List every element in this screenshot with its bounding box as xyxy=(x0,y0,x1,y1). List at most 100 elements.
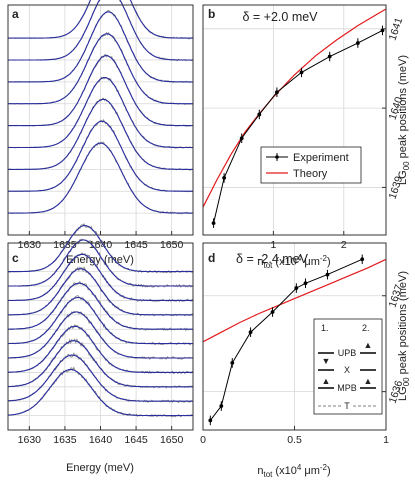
panel-a-traces xyxy=(7,0,194,215)
fit-trace xyxy=(7,297,193,345)
experiment-point xyxy=(257,112,262,117)
panel-d-inset-arrow-up-x2: ▲ xyxy=(364,376,373,386)
fit-trace xyxy=(8,0,193,61)
panel-d-inset-box xyxy=(313,318,383,415)
fit-trace xyxy=(8,325,193,373)
panel-d-label: d xyxy=(208,251,215,265)
fit-trace xyxy=(8,282,193,330)
panel-b-grid xyxy=(203,5,386,235)
experiment-point xyxy=(208,418,213,423)
panel-d-inset-label-1: 1. xyxy=(321,323,329,333)
panel-a: a 1630 1635 1640 1645 1650 Energy (meV) xyxy=(7,0,194,266)
panel-b-xlabel-sup1: 4 xyxy=(297,254,302,263)
panel-b-experiment-series xyxy=(211,25,385,228)
panel-c-x-ticks: 1630 1635 1640 1645 1650 xyxy=(18,426,184,446)
panel-b-label: b xyxy=(208,7,215,21)
x-tick-label: 1630 xyxy=(18,434,42,446)
panel-d-inset-label-2: 2. xyxy=(362,323,370,333)
panel-b-xlabel-n: n xyxy=(257,256,263,268)
panel-d-inset-t-text: T xyxy=(344,401,350,411)
panel-c-label: c xyxy=(12,251,19,265)
panel-d-inset-x-text: X xyxy=(344,365,350,375)
experiment-line xyxy=(213,29,383,224)
experiment-point xyxy=(360,257,365,262)
panel-b-ylabel-lg: LG xyxy=(397,170,409,185)
x-tick-label: 2 xyxy=(341,239,347,251)
panel-d-inset-arrow-down-upb: ▼ xyxy=(322,356,331,366)
experiment-point xyxy=(355,41,360,45)
experiment-point xyxy=(270,310,275,314)
x-tick-label: 1635 xyxy=(53,434,77,446)
fit-trace xyxy=(8,0,193,39)
panel-d-inset-mpb-text: MPB xyxy=(337,383,357,393)
fit-trace xyxy=(8,33,193,105)
x-tick-label: 1640 xyxy=(89,434,113,446)
panel-d-y-axis-label: LG00 peak positions (meV) xyxy=(397,271,411,401)
experiment-point xyxy=(325,272,330,277)
fit-trace xyxy=(8,225,193,273)
x-tick-label: 0.5 xyxy=(287,434,302,446)
x-tick-label: 1645 xyxy=(124,434,148,446)
panel-d-xlabel-mu: μm xyxy=(301,465,320,477)
panel-d-inset-upb-text: UPB xyxy=(338,348,357,358)
fit-trace xyxy=(8,98,193,170)
x-tick-label: 1 xyxy=(383,434,389,446)
panel-d-inset: 1. 2. UPB ▼ ▲ X ▲ ▲ MPB T xyxy=(313,318,383,415)
panel-b-legend-box xyxy=(260,146,362,184)
panel-c: c 1630 1635 1640 1645 1650 Energy (meV) xyxy=(7,223,194,474)
panel-b-xlabel-sup2: -2 xyxy=(320,254,328,263)
panel-b-xlabel-sub: tot xyxy=(263,261,273,270)
panel-b-ylabel-sub: 00 xyxy=(402,161,411,170)
experiment-point xyxy=(211,221,216,226)
experiment-point xyxy=(303,281,308,286)
theory-line xyxy=(202,258,387,343)
panel-b-legend-experiment-text: Experiment xyxy=(293,152,349,164)
panel-b-xlabel-rest: (x10 xyxy=(272,256,296,268)
panel-d-xlabel-sup2: -2 xyxy=(320,463,328,472)
experiment-point xyxy=(294,286,299,290)
panel-d-ylabel-lg: LG xyxy=(397,386,409,401)
panel-d-detuning-annotation: δ = -2.4 meV xyxy=(236,252,309,266)
panel-d-ylabel-sub: 00 xyxy=(402,377,411,386)
panel-c-traces xyxy=(7,223,194,418)
panel-b-xlabel-mu: μm xyxy=(301,256,320,268)
panel-d-xlabel-n: n xyxy=(257,465,263,477)
experiment-point xyxy=(299,70,304,75)
experiment-point xyxy=(275,90,279,95)
fit-trace xyxy=(8,268,193,316)
experiment-point xyxy=(380,28,385,33)
panel-d-inset-t-backdrop xyxy=(342,400,352,411)
panel-d-experiment-series xyxy=(208,254,365,426)
experiment-point xyxy=(219,404,224,408)
panel-b-legend: Experiment Theory xyxy=(260,146,362,184)
panel-b-ylabel-rest: peak positions (meV) xyxy=(397,55,409,161)
fit-trace xyxy=(8,239,193,287)
experiment-point xyxy=(222,175,227,180)
panel-d-xlabel-rest: (x10 xyxy=(272,465,296,477)
panel-b-detuning-annotation: δ = +2.0 meV xyxy=(242,10,318,24)
panel-d-xlabel-sup1: 4 xyxy=(297,463,302,472)
panel-d-xlabel-end: ) xyxy=(327,465,331,477)
panel-a-label: a xyxy=(12,7,19,21)
fit-trace xyxy=(8,340,193,388)
fit-trace xyxy=(7,354,193,402)
panel-d-theory-series xyxy=(202,258,387,343)
experiment-point xyxy=(239,136,244,141)
fit-trace xyxy=(8,76,193,149)
panel-b-legend-experiment-marker xyxy=(275,155,279,159)
fit-trace xyxy=(8,311,193,359)
panel-d-x-ticks: 0 0.5 1 xyxy=(200,426,389,446)
x-tick-label: 1650 xyxy=(160,434,184,446)
experiment-point xyxy=(327,54,332,59)
panel-b-legend-theory-text: Theory xyxy=(293,168,328,180)
panel-b-x-axis-label: ntot (x104 μm-2) xyxy=(257,254,330,270)
panel-b-frame xyxy=(202,4,387,236)
experiment-point xyxy=(230,360,235,365)
panel-b-y-axis-label: LG00 peak positions (meV) xyxy=(397,55,411,185)
fit-trace xyxy=(8,11,193,83)
fit-trace xyxy=(8,368,193,417)
fit-trace xyxy=(8,253,193,301)
